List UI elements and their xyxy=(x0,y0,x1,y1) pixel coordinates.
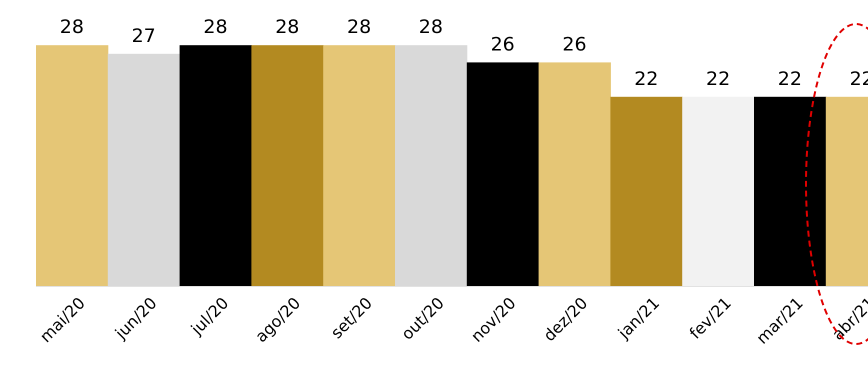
bar-jul-20 xyxy=(179,45,252,287)
value-label-jan-21: 22 xyxy=(634,68,658,90)
value-labels-group: 28 27 28 28 28 28 26 26 22 22 22 22 xyxy=(60,16,868,90)
category-label-mai-20: mai/20 xyxy=(36,293,89,346)
bar-jan-21 xyxy=(610,96,683,286)
category-label-fev-21: fev/21 xyxy=(686,293,735,342)
bar-ago-20 xyxy=(251,45,324,287)
value-label-mar-21: 22 xyxy=(778,68,802,90)
value-label-set-20: 28 xyxy=(347,16,371,38)
category-label-ago-20: ago/20 xyxy=(251,293,304,346)
category-label-mar-21: mar/21 xyxy=(752,293,806,347)
bar-fev-21 xyxy=(682,96,755,286)
category-label-abr-21: abr/21 xyxy=(828,293,868,343)
bar-mai-20 xyxy=(36,45,109,287)
category-labels-group: mai/20 jun/20 jul/20 ago/20 set/20 out/20 nov/… xyxy=(36,293,868,347)
bar-out-20 xyxy=(395,45,468,287)
bar-nov-20 xyxy=(466,62,540,287)
value-label-fev-21: 22 xyxy=(706,68,730,90)
bar-abr-21 xyxy=(825,96,868,286)
category-label-jun-20: jun/20 xyxy=(111,293,161,343)
category-label-out-20: out/20 xyxy=(398,293,448,343)
value-label-dez-20: 26 xyxy=(562,33,586,55)
value-label-mai-20: 28 xyxy=(60,16,84,38)
category-label-jan-21: jan/21 xyxy=(614,293,664,343)
category-label-set-20: set/20 xyxy=(327,293,376,342)
bar-mar-21 xyxy=(754,96,827,286)
value-label-ago-20: 28 xyxy=(275,16,299,38)
bar-jun-20 xyxy=(107,53,181,286)
category-label-jul-20: jul/20 xyxy=(187,293,233,339)
category-label-nov-20: nov/20 xyxy=(467,293,519,345)
value-label-nov-20: 26 xyxy=(491,33,515,55)
value-label-abr-21: 22 xyxy=(850,68,868,90)
bar-set-20 xyxy=(323,45,396,287)
value-label-jun-20: 27 xyxy=(132,25,156,47)
bar-dez-20 xyxy=(538,62,611,287)
bars-group xyxy=(36,45,868,287)
category-label-dez-20: dez/20 xyxy=(540,293,592,345)
value-label-out-20: 28 xyxy=(419,16,443,38)
value-label-jul-20: 28 xyxy=(203,16,227,38)
highlight-ellipse xyxy=(805,23,868,345)
